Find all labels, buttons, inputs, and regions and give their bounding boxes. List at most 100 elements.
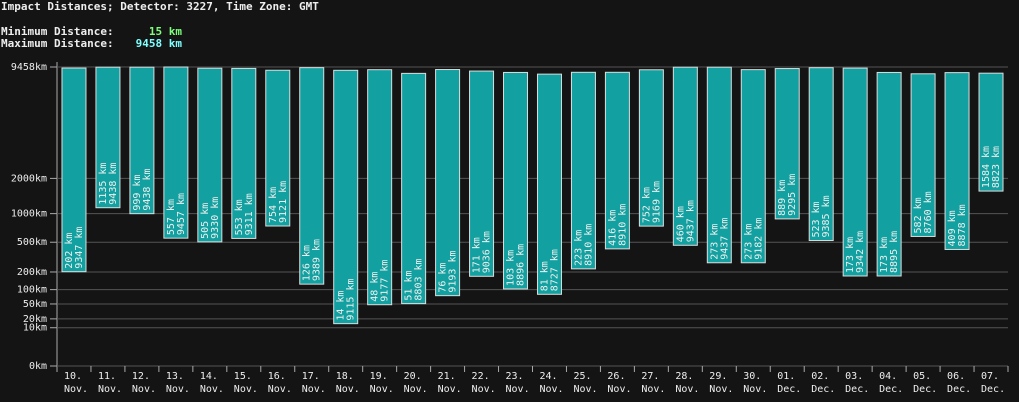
x-tick-label: 25. — [573, 371, 591, 382]
bar — [299, 67, 325, 285]
data-label: 409 km — [947, 210, 958, 246]
x-tick-label: Dec. — [777, 384, 801, 395]
data-label: 48 km — [370, 272, 381, 302]
bar — [978, 72, 1004, 192]
x-tick-label: 11. — [98, 371, 116, 382]
bar — [910, 73, 936, 237]
bar — [672, 66, 698, 246]
x-tick-label: Nov. — [370, 384, 394, 395]
data-label: 9437 km — [719, 218, 730, 260]
data-label: 223 km — [573, 230, 584, 266]
x-tick-label: Dec. — [845, 384, 869, 395]
data-label: 557 km — [166, 199, 177, 235]
x-tick-label: Nov. — [506, 384, 530, 395]
y-tick-label: 0km — [29, 361, 47, 372]
data-label: 9169 km — [651, 181, 662, 223]
data-label: 202 km — [64, 233, 75, 269]
bar — [333, 69, 359, 325]
data-label: 9115 km — [346, 279, 357, 321]
x-tick-label: 29. — [709, 371, 727, 382]
data-label: 9385 km — [821, 195, 832, 237]
bar — [61, 67, 87, 273]
bar — [570, 71, 596, 270]
y-tick-label: 500km — [17, 237, 47, 248]
data-label: 51 km — [404, 270, 415, 300]
x-tick-label: Nov. — [64, 384, 88, 395]
x-tick-label: 27. — [641, 371, 659, 382]
x-tick-label: 20. — [404, 371, 422, 382]
x-tick-label: Dec. — [811, 384, 835, 395]
data-label: 553 km — [234, 199, 245, 235]
bar — [163, 66, 189, 239]
bar — [638, 69, 664, 227]
data-label: 273 km — [743, 224, 754, 260]
data-label: 9330 km — [210, 197, 221, 239]
x-tick-label: Nov. — [336, 384, 360, 395]
x-tick-label: Dec. — [879, 384, 903, 395]
x-tick-label: Nov. — [743, 384, 767, 395]
x-tick-label: Nov. — [302, 384, 326, 395]
y-tick-label: 9458km — [11, 62, 47, 73]
data-label: 8727 km — [549, 249, 560, 291]
data-label: 460 km — [675, 206, 686, 242]
data-label: 9342 km — [855, 231, 866, 273]
y-tick-label: 1000km — [11, 209, 47, 220]
y-tick-label: 10km — [23, 323, 47, 334]
data-label: 76 km — [438, 263, 449, 293]
x-tick-label: 21. — [438, 371, 456, 382]
data-label: 14 km — [336, 291, 347, 321]
x-tick-label: 06. — [947, 371, 965, 382]
x-tick-label: 12. — [132, 371, 150, 382]
data-label: 9193 km — [448, 251, 459, 293]
data-label: 173 km — [845, 237, 856, 273]
bar — [503, 71, 529, 290]
x-tick-label: Nov. — [234, 384, 258, 395]
bar — [95, 66, 121, 209]
bar — [435, 69, 461, 297]
stat-value: 9458 km — [136, 37, 183, 50]
bar — [469, 70, 495, 277]
data-label: 752 km — [641, 187, 652, 223]
data-label: 8803 km — [414, 258, 425, 300]
data-label: 9121 km — [278, 181, 289, 223]
x-tick-label: 14. — [200, 371, 218, 382]
x-tick-label: 15. — [234, 371, 252, 382]
data-label: 582 km — [913, 197, 924, 233]
data-label: 9311 km — [244, 193, 255, 235]
x-tick-label: 17. — [302, 371, 320, 382]
x-tick-label: Nov. — [268, 384, 292, 395]
bar — [808, 67, 834, 242]
bar — [774, 68, 800, 220]
x-tick-label: Nov. — [641, 384, 665, 395]
data-label: 8823 km — [991, 146, 1002, 188]
bar — [367, 69, 393, 306]
y-tick-label: 50km — [23, 299, 47, 310]
data-label: 505 km — [200, 203, 211, 239]
data-label: 9389 km — [312, 239, 323, 281]
data-label: 9295 km — [787, 174, 798, 216]
data-label: 1584 km — [981, 146, 992, 188]
x-tick-label: 28. — [675, 371, 693, 382]
x-tick-label: Nov. — [200, 384, 224, 395]
y-tick-label: 2000km — [11, 173, 47, 184]
x-tick-label: 24. — [539, 371, 557, 382]
data-label: 523 km — [811, 201, 822, 237]
x-tick-label: Nov. — [404, 384, 428, 395]
data-label: 999 km — [132, 175, 143, 211]
x-tick-label: Nov. — [607, 384, 631, 395]
data-label: 889 km — [777, 180, 788, 216]
x-tick-label: Nov. — [709, 384, 733, 395]
y-tick-label: 20km — [23, 314, 47, 325]
bar — [876, 71, 902, 277]
data-label: 8910 km — [583, 224, 594, 266]
data-label: 9182 km — [753, 218, 764, 260]
bar — [129, 66, 155, 215]
x-tick-label: Nov. — [438, 384, 462, 395]
x-tick-label: Nov. — [675, 384, 699, 395]
x-tick-label: 22. — [472, 371, 490, 382]
x-tick-label: Nov. — [132, 384, 156, 395]
bar — [740, 69, 766, 264]
x-tick-label: 03. — [845, 371, 863, 382]
x-tick-label: Nov. — [573, 384, 597, 395]
